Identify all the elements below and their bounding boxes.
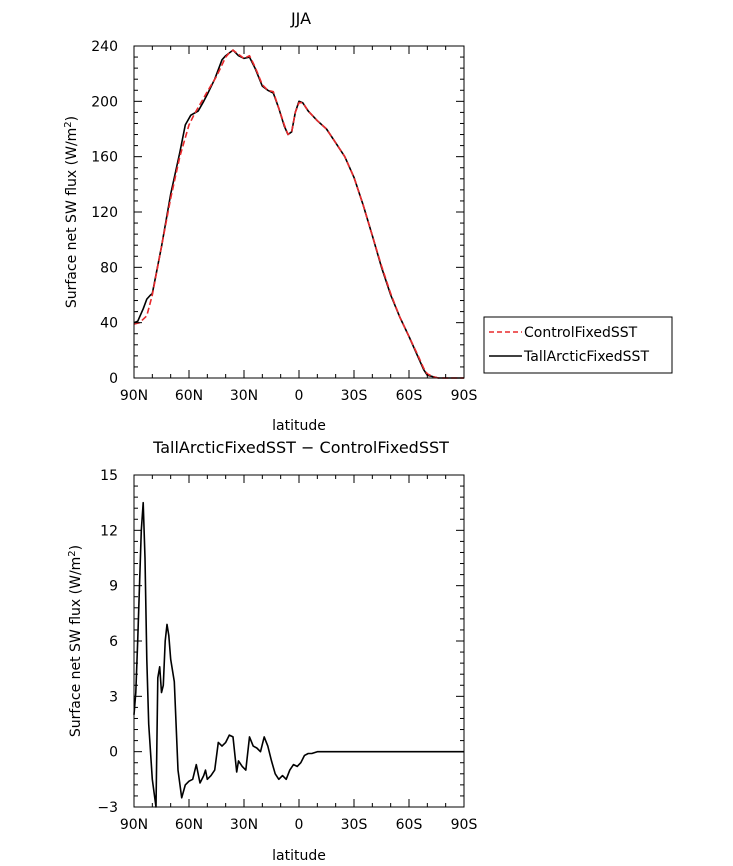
y-tick-label: 160 [91, 150, 118, 166]
y-tick-label: 0 [109, 745, 118, 761]
top-y-axis-label: Surface net SW flux (W/m2) [63, 116, 80, 308]
legend-label-tallarctic: TallArcticFixedSST [523, 349, 649, 365]
y-tick-label: 40 [100, 316, 118, 332]
series-line-controlfixedsst [133, 49, 464, 379]
series-line-tallarcticfixedsst-controlfixedsst [133, 501, 464, 808]
y-tick-label: 120 [91, 205, 118, 221]
legend-label-control: ControlFixedSST [524, 325, 638, 341]
y-tick-label: 200 [91, 94, 118, 110]
x-tick-label: 60N [175, 388, 203, 404]
top-plot-frame [133, 45, 465, 379]
x-tick-label: 90N [120, 388, 148, 404]
bottom-x-axis-label: latitude [272, 848, 326, 864]
x-tick-label: 30N [230, 388, 258, 404]
x-tick-label: 30S [341, 388, 368, 404]
series-line-tallarcticfixedsst [133, 49, 464, 379]
top-x-axis-label: latitude [272, 418, 326, 434]
y-tick-label: 6 [109, 634, 118, 650]
legend-box [483, 316, 673, 374]
x-tick-label: 30S [341, 817, 368, 833]
x-tick-label: 30N [230, 817, 258, 833]
y-tick-label: 9 [109, 579, 118, 595]
y-tick-label: 0 [109, 371, 118, 387]
y-tick-label: 3 [109, 689, 118, 705]
legend: ControlFixedSST TallArcticFixedSST [483, 316, 673, 374]
top-panel-title: JJA [290, 9, 311, 28]
x-tick-label: 0 [295, 817, 304, 833]
x-tick-label: 60S [396, 388, 423, 404]
y-tick-label: 15 [100, 468, 118, 484]
bottom-y-axis-label: Surface net SW flux (W/m2) [67, 545, 84, 737]
y-tick-label: 240 [91, 39, 118, 55]
y-tick-label: −3 [97, 800, 118, 816]
top-panel: JJA 90N 60N 30N 0 30S 60S 90S 0 40 80 120 160 200 240… [63, 9, 673, 434]
y-tick-label: 12 [100, 523, 118, 539]
x-tick-label: 90S [451, 388, 478, 404]
x-tick-label: 60N [175, 817, 203, 833]
bottom-panel-title: TallArcticFixedSST − ControlFixedSST [152, 438, 449, 457]
bottom-panel: TallArcticFixedSST − ControlFixedSST 90N… [67, 438, 477, 864]
x-tick-label: 90S [451, 817, 478, 833]
x-tick-label: 60S [396, 817, 423, 833]
x-tick-label: 90N [120, 817, 148, 833]
bottom-plot-frame [133, 474, 465, 808]
y-tick-label: 80 [100, 260, 118, 276]
x-tick-label: 0 [295, 388, 304, 404]
